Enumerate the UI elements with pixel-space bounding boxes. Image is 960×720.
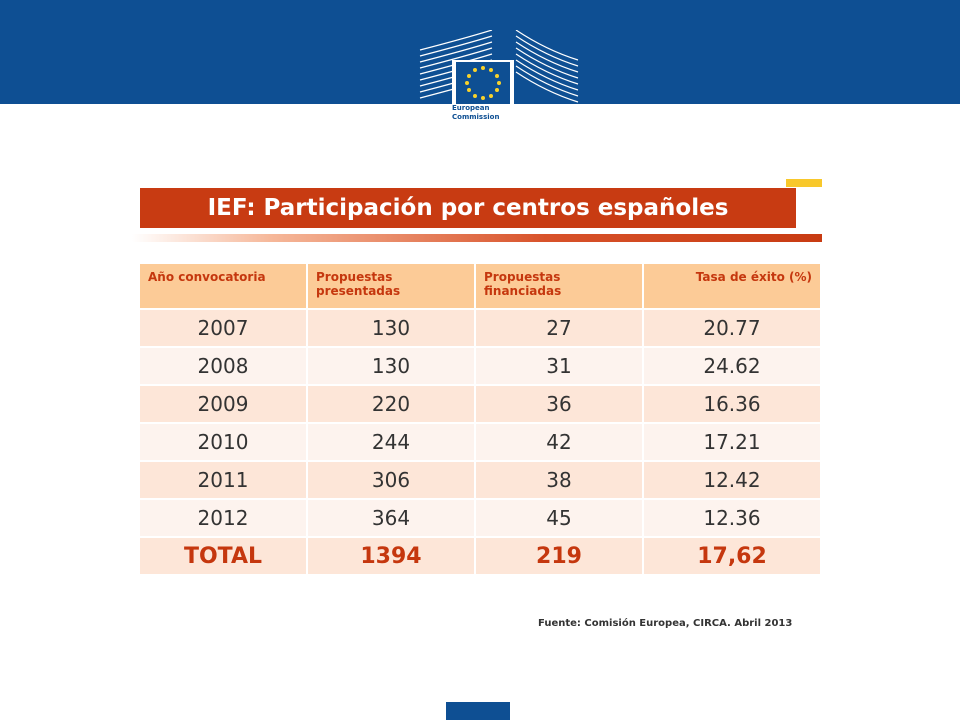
cell-year: 2012 xyxy=(140,500,306,536)
header-year: Año convocatoria xyxy=(140,264,306,308)
table-row: 2011 306 38 12.42 xyxy=(140,462,820,498)
slide-title: IEF: Participación por centros españoles xyxy=(140,188,796,228)
cell-submitted: 244 xyxy=(308,424,474,460)
table-row: 2009 220 36 16.36 xyxy=(140,386,820,422)
logo-text: European Commission xyxy=(452,104,500,121)
cell-year: 2009 xyxy=(140,386,306,422)
cell-funded: 45 xyxy=(476,500,642,536)
table-total-row: TOTAL 1394 219 17,62 xyxy=(140,538,820,574)
total-funded: 219 xyxy=(476,538,642,574)
cell-year: 2008 xyxy=(140,348,306,384)
header-funded: Propuestas financiadas xyxy=(476,264,642,308)
cell-rate: 12.36 xyxy=(644,500,820,536)
table-row: 2010 244 42 17.21 xyxy=(140,424,820,460)
cell-rate: 16.36 xyxy=(644,386,820,422)
table-row: 2008 130 31 24.62 xyxy=(140,348,820,384)
cell-funded: 27 xyxy=(476,310,642,346)
cell-rate: 12.42 xyxy=(644,462,820,498)
cell-rate: 20.77 xyxy=(644,310,820,346)
cell-rate: 17.21 xyxy=(644,424,820,460)
participation-table: Año convocatoria Propuestas presentadas … xyxy=(138,262,822,576)
total-label: TOTAL xyxy=(140,538,306,574)
header-submitted: Propuestas presentadas xyxy=(308,264,474,308)
cell-submitted: 130 xyxy=(308,348,474,384)
european-commission-logo xyxy=(419,30,579,134)
table-row: 2007 130 27 20.77 xyxy=(140,310,820,346)
cell-submitted: 306 xyxy=(308,462,474,498)
total-submitted: 1394 xyxy=(308,538,474,574)
title-underline xyxy=(132,234,822,242)
source-note: Fuente: Comisión Europea, CIRCA. Abril 2… xyxy=(538,618,793,629)
bottom-band xyxy=(446,702,510,720)
cell-submitted: 364 xyxy=(308,500,474,536)
cell-submitted: 220 xyxy=(308,386,474,422)
cell-submitted: 130 xyxy=(308,310,474,346)
cell-funded: 36 xyxy=(476,386,642,422)
cell-year: 2007 xyxy=(140,310,306,346)
cell-rate: 24.62 xyxy=(644,348,820,384)
cell-funded: 38 xyxy=(476,462,642,498)
table-header-row: Año convocatoria Propuestas presentadas … xyxy=(140,264,820,308)
cell-year: 2011 xyxy=(140,462,306,498)
cell-funded: 31 xyxy=(476,348,642,384)
table-row: 2012 364 45 12.36 xyxy=(140,500,820,536)
yellow-accent xyxy=(786,179,822,187)
cell-funded: 42 xyxy=(476,424,642,460)
cell-year: 2010 xyxy=(140,424,306,460)
header-success-rate: Tasa de éxito (%) xyxy=(644,264,820,308)
total-rate: 17,62 xyxy=(644,538,820,574)
